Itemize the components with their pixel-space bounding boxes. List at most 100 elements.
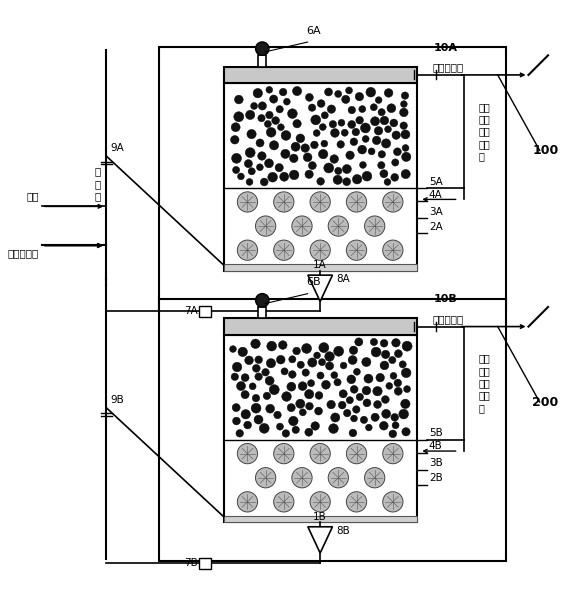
Circle shape (253, 365, 260, 372)
Circle shape (321, 140, 328, 147)
Circle shape (256, 139, 264, 147)
Circle shape (232, 362, 242, 372)
Circle shape (362, 136, 369, 142)
Circle shape (310, 443, 330, 464)
Circle shape (232, 154, 241, 163)
Circle shape (244, 160, 253, 168)
Circle shape (274, 443, 294, 464)
Circle shape (308, 379, 315, 387)
Circle shape (333, 346, 344, 356)
Circle shape (399, 108, 408, 117)
Text: 100: 100 (532, 144, 558, 157)
Circle shape (335, 90, 341, 98)
Circle shape (321, 380, 331, 389)
Circle shape (394, 379, 402, 387)
Text: 携
带
油: 携 带 油 (94, 166, 101, 201)
Circle shape (347, 375, 356, 384)
Circle shape (360, 161, 366, 168)
Circle shape (255, 42, 269, 55)
Circle shape (288, 416, 298, 426)
Circle shape (390, 373, 397, 379)
Circle shape (380, 116, 389, 125)
Circle shape (272, 117, 279, 125)
Circle shape (378, 109, 385, 116)
Circle shape (275, 163, 283, 172)
Circle shape (270, 95, 278, 103)
Circle shape (327, 400, 335, 409)
Circle shape (306, 402, 314, 410)
Circle shape (266, 404, 275, 413)
Circle shape (305, 170, 314, 179)
Circle shape (365, 468, 385, 488)
Circle shape (255, 216, 276, 236)
Circle shape (266, 111, 273, 119)
Circle shape (315, 407, 323, 415)
Circle shape (251, 339, 260, 349)
Circle shape (329, 424, 339, 433)
Circle shape (287, 109, 297, 119)
Circle shape (311, 141, 318, 149)
Bar (199, 306, 211, 317)
Circle shape (363, 399, 371, 407)
Circle shape (246, 111, 255, 120)
Circle shape (380, 340, 388, 347)
Circle shape (237, 443, 258, 464)
Circle shape (292, 468, 312, 488)
Circle shape (331, 413, 340, 422)
Circle shape (385, 126, 391, 133)
Circle shape (278, 124, 284, 131)
Circle shape (292, 426, 299, 433)
Circle shape (362, 357, 371, 367)
Circle shape (292, 87, 302, 96)
Circle shape (247, 130, 256, 139)
Text: 5A: 5A (429, 177, 443, 187)
Circle shape (269, 385, 279, 395)
Circle shape (317, 372, 324, 379)
Text: 9A: 9A (111, 143, 125, 154)
Text: 5B: 5B (429, 428, 443, 438)
Circle shape (352, 128, 360, 136)
Circle shape (378, 161, 385, 169)
Bar (159, 298, 506, 561)
Circle shape (258, 102, 266, 110)
Circle shape (351, 386, 358, 394)
Circle shape (258, 114, 265, 122)
Circle shape (278, 341, 287, 349)
Circle shape (287, 382, 296, 391)
Circle shape (325, 362, 333, 370)
Circle shape (315, 392, 323, 399)
Circle shape (371, 347, 381, 357)
Circle shape (399, 409, 409, 419)
Circle shape (292, 216, 312, 236)
Text: 8B: 8B (336, 526, 349, 535)
Circle shape (255, 293, 269, 307)
Circle shape (399, 361, 406, 368)
Circle shape (262, 368, 269, 376)
Circle shape (255, 373, 262, 381)
Circle shape (288, 371, 296, 378)
Text: 1B: 1B (314, 511, 327, 522)
Circle shape (246, 179, 253, 185)
Circle shape (327, 105, 336, 114)
Circle shape (252, 394, 259, 402)
Circle shape (230, 346, 236, 352)
Text: 注水: 注水 (27, 191, 39, 201)
Circle shape (328, 216, 348, 236)
Circle shape (263, 392, 271, 400)
Circle shape (382, 410, 391, 418)
Circle shape (349, 346, 358, 354)
Circle shape (348, 356, 357, 365)
Text: 10A: 10A (434, 42, 457, 53)
Circle shape (287, 403, 295, 412)
Circle shape (279, 88, 287, 96)
Circle shape (321, 112, 328, 119)
Circle shape (346, 151, 354, 160)
Circle shape (261, 178, 268, 186)
Circle shape (311, 115, 321, 125)
Circle shape (339, 390, 347, 398)
Circle shape (359, 106, 366, 112)
Circle shape (362, 171, 372, 181)
Circle shape (319, 359, 325, 366)
Circle shape (400, 122, 407, 130)
Text: 洗脱
悬浮
物的
携带
油: 洗脱 悬浮 物的 携带 油 (478, 102, 490, 161)
